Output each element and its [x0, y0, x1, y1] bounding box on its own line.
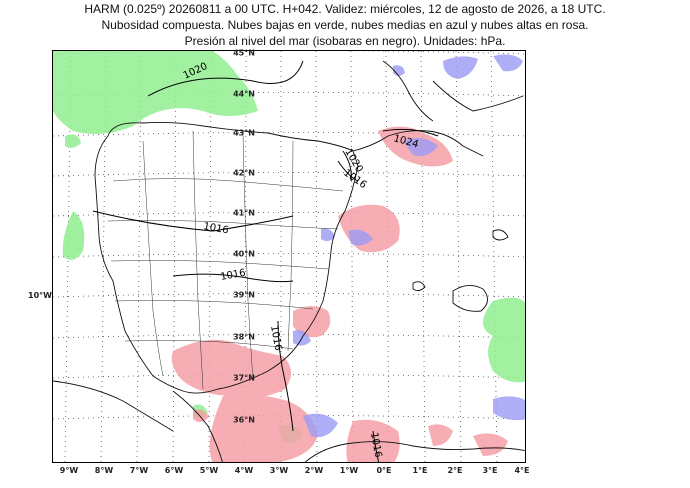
lat-label: 39°N — [233, 290, 255, 300]
lat-label: 37°N — [233, 373, 255, 383]
lat-label: 44°N — [233, 89, 255, 99]
isobar-label: 1016 — [268, 325, 283, 352]
lat-label: 42°N — [233, 168, 255, 178]
side-lon-label: 10°W — [28, 291, 52, 300]
isobar-labels: 1020 1016 1016 1024 1020 1016 1016 1016 — [182, 61, 420, 459]
low-clouds — [53, 51, 525, 444]
lat-label: 43°N — [233, 128, 255, 138]
lon-label: 3°W — [269, 466, 289, 475]
lon-label: 2°E — [447, 466, 463, 475]
isobar-label: 1016 — [368, 432, 383, 459]
title-line-1: HARM (0.025º) 20260811 a 00 UTC. H+042. … — [84, 2, 606, 16]
lon-label: 6°W — [164, 466, 184, 475]
lon-label: 0°E — [376, 466, 392, 475]
isobar-label: 1016 — [202, 221, 229, 236]
lat-label: 45°N — [233, 48, 255, 58]
lon-label: 4°E — [514, 466, 530, 475]
map-canvas: 1020 1016 1016 1024 1020 1016 1016 1016 — [53, 51, 525, 462]
lat-label: 36°N — [233, 415, 255, 425]
lon-label: 1°W — [339, 466, 359, 475]
province-borders — [107, 130, 344, 390]
lon-label: 3°E — [482, 466, 498, 475]
map-title: HARM (0.025º) 20260811 a 00 UTC. H+042. … — [0, 1, 690, 49]
lon-label: 2°W — [304, 466, 324, 475]
lon-label: 9°W — [59, 466, 79, 475]
lat-label: 41°N — [233, 208, 255, 218]
lat-label: 38°N — [233, 332, 255, 342]
mid-clouds — [293, 54, 525, 438]
isobar-label: 1016 — [220, 268, 247, 283]
coastline — [53, 60, 525, 462]
forecast-map: 1020 1016 1016 1024 1020 1016 1016 1016 — [52, 50, 526, 463]
lon-label: 7°W — [129, 466, 149, 475]
isobars — [92, 60, 439, 462]
title-line-2: Nubosidad compuesta. Nubes bajas en verd… — [101, 18, 589, 32]
lon-label: 4°W — [234, 466, 254, 475]
lat-label: 40°N — [233, 249, 255, 259]
lon-label: 1°E — [412, 466, 428, 475]
title-line-3: Presión al nivel del mar (isobaras en ne… — [184, 34, 506, 48]
lon-label: 8°W — [94, 466, 114, 475]
lon-label: 5°W — [199, 466, 219, 475]
